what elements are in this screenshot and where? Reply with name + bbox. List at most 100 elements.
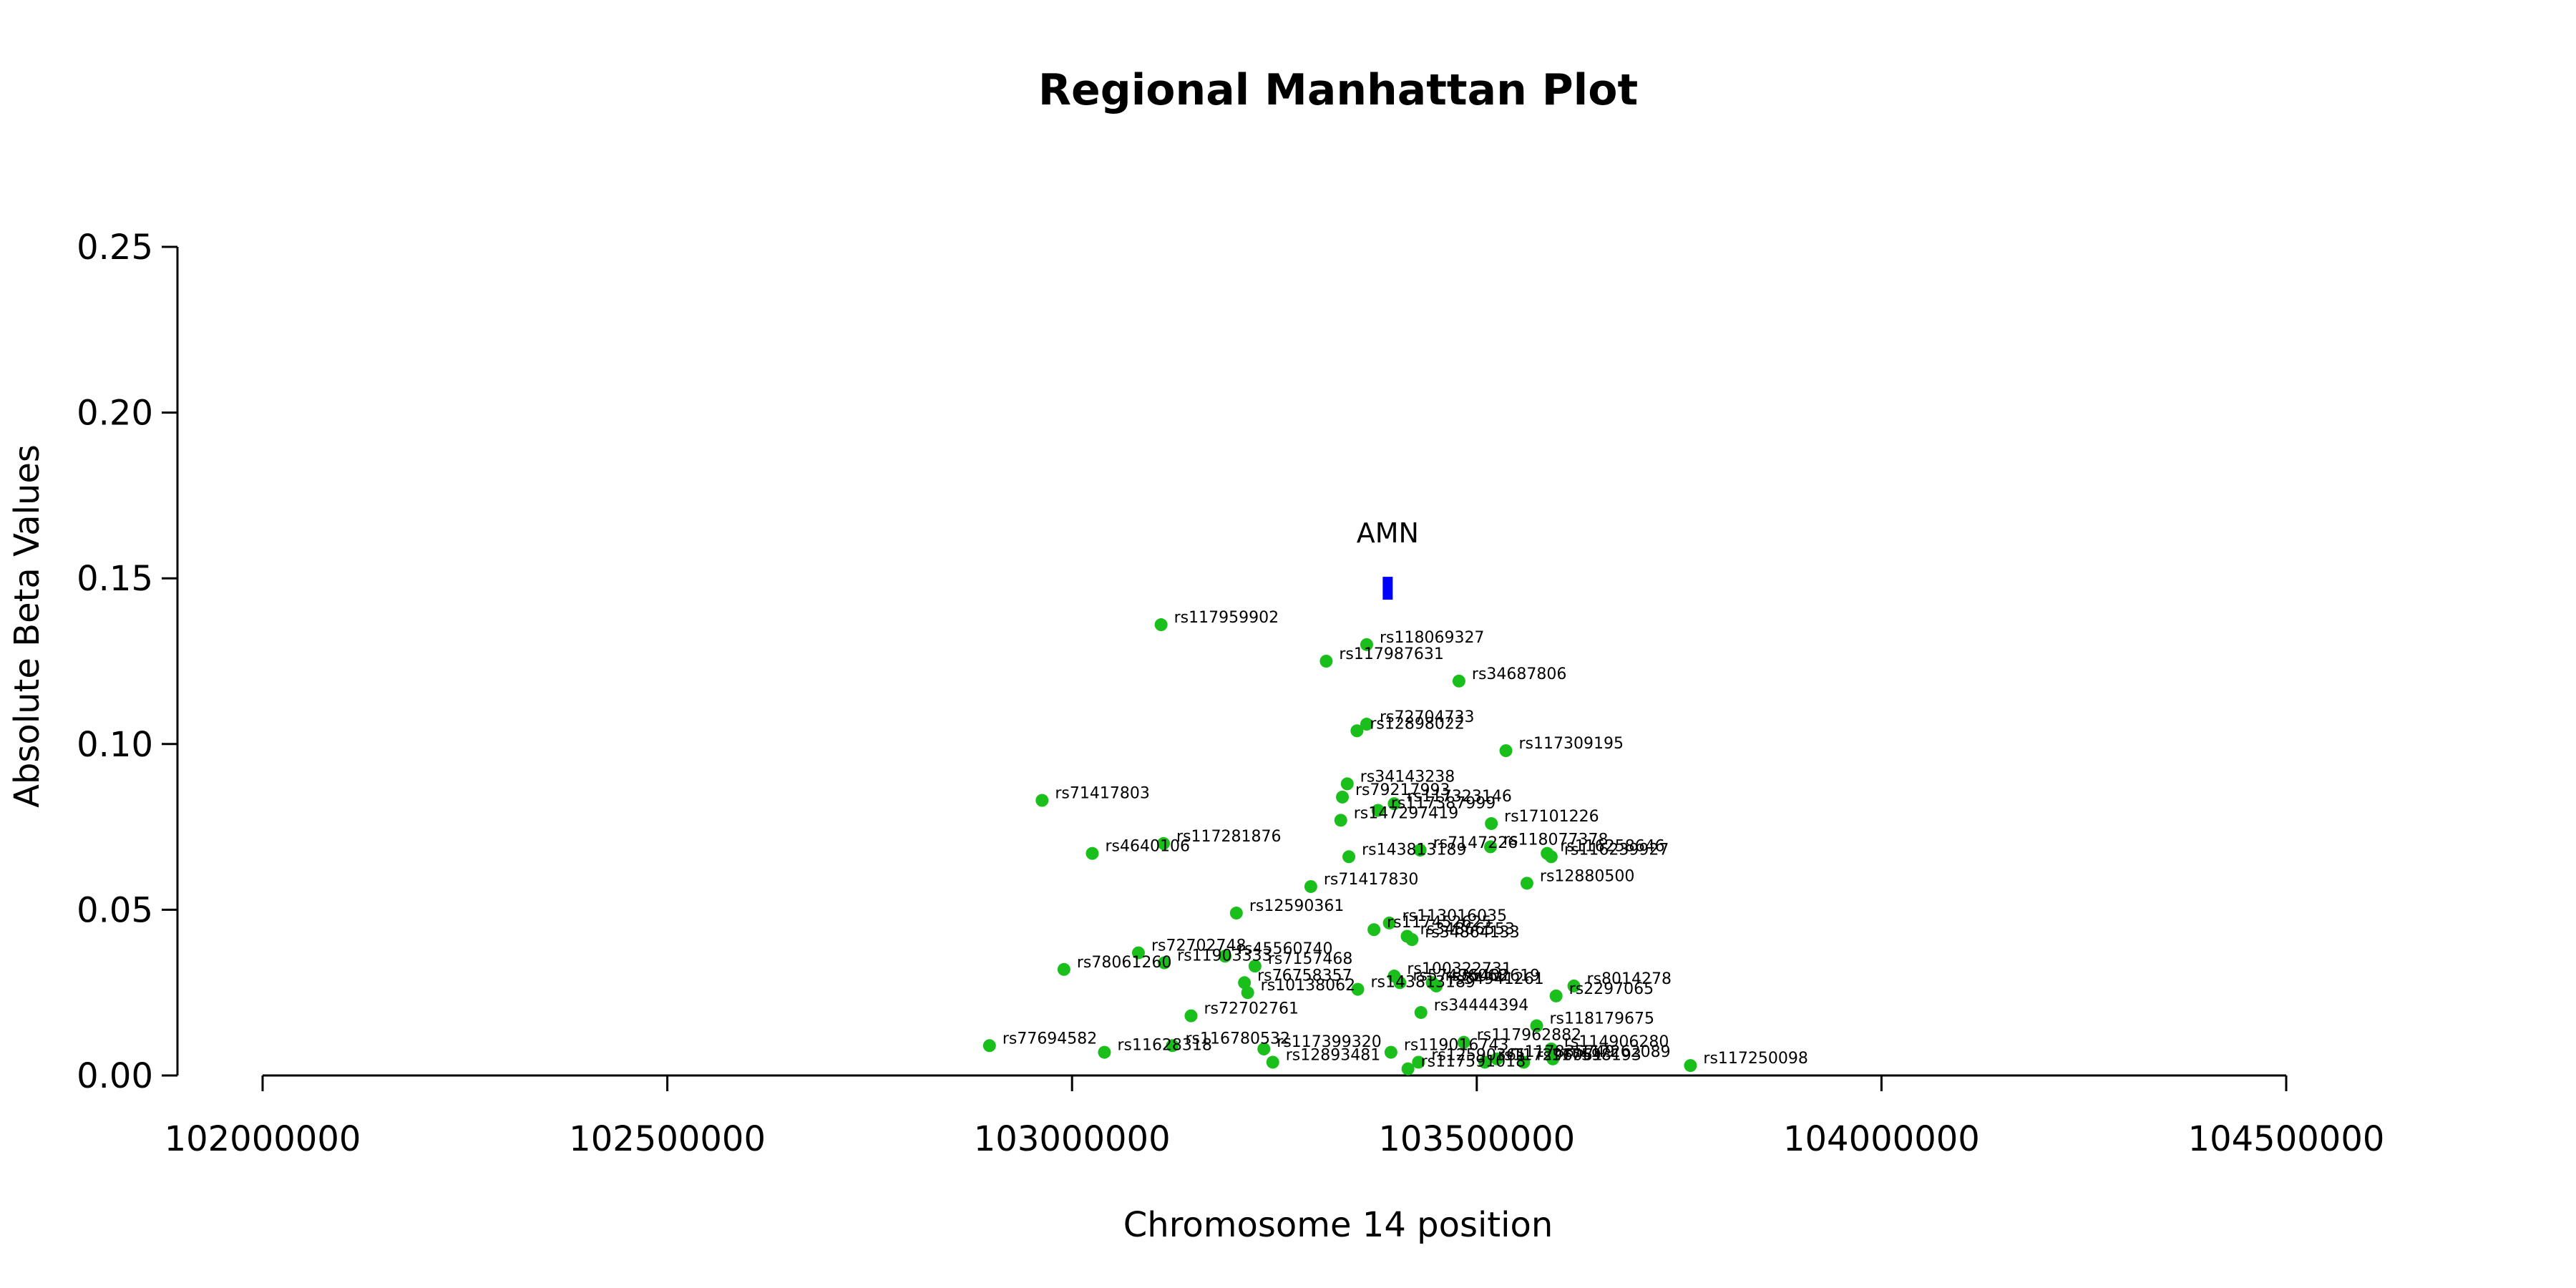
snp-label: rs11903333: [1177, 947, 1272, 965]
snp-label: rs17101226: [1504, 808, 1599, 826]
snp-point: [1238, 976, 1252, 990]
snp-point: [1430, 979, 1443, 992]
snp-point: [1098, 1045, 1111, 1059]
snp-point: [1452, 674, 1465, 688]
snp-point: [1248, 960, 1262, 973]
snp-point: [1367, 923, 1381, 937]
snp-point: [1340, 777, 1354, 791]
snp-label: rs117835749: [1510, 1043, 1614, 1061]
snp-label: rs76758357: [1257, 967, 1352, 985]
snp-label: rs147297419: [1354, 804, 1458, 822]
y-axis-label: Absolute Beta Values: [7, 444, 47, 808]
snp-point: [1350, 724, 1364, 738]
snp-label: rs117250098: [1703, 1050, 1807, 1068]
snp-point: [1684, 1059, 1697, 1073]
gene-label: AMN: [1357, 517, 1419, 549]
snp-label: rs12590361: [1431, 1046, 1526, 1064]
snp-point: [982, 1039, 996, 1053]
x-axis-label: Chromosome 14 position: [1123, 1205, 1553, 1245]
gene-track: AMN: [1357, 517, 1419, 600]
x-tick-label: 103000000: [974, 1119, 1171, 1159]
y-axis-ticks: 0.00 0.05 0.10 0.15 0.20 0.25: [77, 228, 177, 1096]
snp-point: [1166, 1039, 1179, 1053]
snp-point: [1266, 1055, 1279, 1069]
snp-label: rs117452625: [1387, 914, 1491, 932]
snp-point: [1241, 986, 1254, 1000]
snp-label: rs118069327: [1380, 629, 1484, 647]
snp-label: rs116258646: [1560, 838, 1664, 856]
snp-label: rs2297065: [1569, 980, 1654, 998]
snp-point: [1412, 1055, 1425, 1069]
snp-point: [1384, 1045, 1397, 1059]
snp-label: rs34864133: [1425, 924, 1519, 942]
snp-point: [1387, 797, 1401, 811]
snp-label: rs100322731: [1407, 960, 1511, 978]
snp-label: rs45560740: [1238, 940, 1332, 958]
gene-block: [1382, 577, 1393, 600]
snp-point: [1393, 976, 1407, 990]
snp-label: rs7157468: [1268, 950, 1353, 968]
snp-label: rs117591018: [1421, 1053, 1526, 1071]
snp-point: [1549, 989, 1563, 1002]
snp-label: rs72704733: [1380, 708, 1474, 726]
snp-point: [1351, 982, 1365, 996]
snp-label: rs7147226: [1433, 834, 1518, 852]
snp-label: rs12898022: [1370, 715, 1464, 733]
snp-label: rs117987631: [1339, 645, 1443, 663]
snp-label: rs4640106: [1105, 838, 1190, 856]
snp-label: rs118077378: [1503, 831, 1608, 849]
snp-point: [1257, 1042, 1271, 1055]
snp-point: [1157, 836, 1171, 850]
snp-label: rs57496068: [1413, 967, 1507, 985]
snp-point: [1184, 1009, 1198, 1023]
snp-point: [1401, 1062, 1415, 1075]
snp-label: rs118179675: [1550, 1010, 1654, 1028]
snp-label: rs8014278: [1587, 970, 1672, 988]
snp-point: [1567, 979, 1581, 992]
snp-label: rs11628318: [1117, 1037, 1211, 1055]
snp-label: rs34941261: [1449, 970, 1543, 988]
snp-label: rs34687806: [1472, 665, 1566, 683]
x-tick-label: 102500000: [569, 1119, 766, 1159]
snp-label: rs114906280: [1564, 1033, 1669, 1051]
snp-label: rs116239927: [1564, 841, 1669, 859]
snp-label: rs78061260: [1077, 954, 1171, 972]
snp-point: [1478, 1055, 1492, 1069]
snp-point: [1319, 655, 1333, 668]
snp-point: [1334, 814, 1347, 827]
y-tick-label: 0.25: [77, 228, 153, 268]
x-tick-label: 104500000: [2188, 1119, 2385, 1159]
snp-label: rs77694582: [1002, 1030, 1097, 1048]
snp-point: [1360, 638, 1373, 651]
snp-point: [1457, 1035, 1470, 1049]
snp-points: [982, 618, 1697, 1075]
snp-label: rs34143238: [1360, 768, 1455, 786]
snp-label: rs117598193: [1536, 1046, 1641, 1064]
snp-point: [1544, 1042, 1558, 1055]
snp-point: [1382, 916, 1396, 930]
snp-label: rs35402619: [1445, 967, 1540, 985]
x-tick-label: 102000000: [165, 1119, 361, 1159]
snp-point: [1546, 1052, 1560, 1065]
snp-point: [1413, 844, 1427, 857]
snp-label: rs117387999: [1391, 794, 1496, 812]
snp-label: rs117262089: [1566, 1043, 1670, 1061]
snp-label: rs71417803: [1055, 785, 1149, 803]
snp-point: [1229, 907, 1243, 920]
snp-label: rs117296061: [1498, 1046, 1602, 1064]
snp-label: rs34866553: [1420, 920, 1515, 938]
snp-point: [1530, 1019, 1543, 1033]
y-tick-label: 0.05: [77, 890, 153, 930]
snp-point: [1484, 840, 1498, 854]
snp-label: rs117962882: [1477, 1027, 1581, 1045]
snp-point: [1499, 744, 1513, 758]
snp-label: rs143813189: [1362, 841, 1466, 859]
snp-label: rs117323146: [1407, 788, 1511, 806]
snp-label: rs71417830: [1324, 871, 1418, 889]
x-axis-ticks: 102000000 102500000 103000000 103500000 1040…: [165, 1075, 2385, 1159]
snp-label: rs12893481: [1286, 1046, 1380, 1064]
snp-point: [1057, 962, 1070, 976]
snp-point: [1360, 718, 1373, 731]
